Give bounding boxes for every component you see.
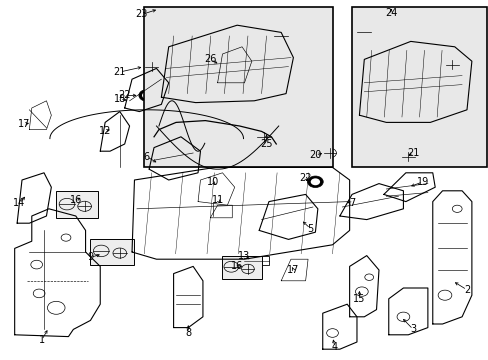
Text: 6: 6 [143,152,149,162]
Text: 16: 16 [230,261,243,271]
Text: 14: 14 [13,198,26,208]
Circle shape [307,176,323,188]
Text: 22: 22 [118,90,131,100]
Text: 1: 1 [39,335,44,345]
Text: 24: 24 [384,8,397,18]
Text: 4: 4 [331,342,337,352]
Text: 3: 3 [409,324,415,334]
Text: 26: 26 [203,54,216,64]
Text: 21: 21 [113,67,126,77]
Bar [351,7,486,167]
Text: 19: 19 [416,177,428,187]
Text: 12: 12 [99,126,111,136]
Text: 9: 9 [87,252,93,262]
Text: 7: 7 [348,198,354,208]
Text: 25: 25 [260,139,272,149]
Text: 23: 23 [135,9,148,19]
Circle shape [139,90,154,101]
Text: 22: 22 [299,173,311,183]
Text: 10: 10 [206,177,219,187]
Bar [222,256,261,279]
Bar [244,256,268,265]
Bar [90,239,134,265]
Bar [56,191,98,218]
Bar [144,7,332,167]
Text: 16: 16 [69,195,82,205]
Text: 20: 20 [308,150,321,160]
Text: 13: 13 [238,251,250,261]
Text: 5: 5 [307,224,313,234]
Text: 17: 17 [18,119,31,129]
Text: 21: 21 [406,148,419,158]
Text: 2: 2 [463,285,469,295]
Text: 15: 15 [352,294,365,304]
Text: 8: 8 [185,328,191,338]
Circle shape [142,92,151,99]
Text: 18: 18 [113,94,126,104]
Text: 17: 17 [286,265,299,275]
Text: 11: 11 [211,195,224,205]
Circle shape [310,178,320,185]
